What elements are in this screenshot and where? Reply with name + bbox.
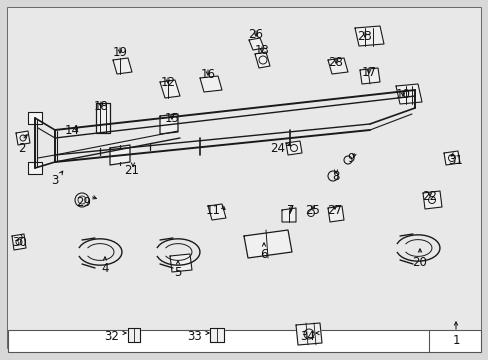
Text: 15: 15 [164, 112, 179, 125]
Text: 28: 28 [328, 55, 343, 68]
Polygon shape [359, 68, 379, 84]
Polygon shape [422, 191, 441, 209]
Polygon shape [16, 131, 30, 145]
Text: 2: 2 [18, 141, 26, 154]
Text: 10: 10 [395, 89, 409, 102]
Text: 12: 12 [160, 76, 175, 89]
Text: 18: 18 [93, 99, 108, 112]
Polygon shape [160, 80, 180, 98]
Text: 34: 34 [300, 330, 315, 343]
Text: 3: 3 [51, 175, 59, 188]
Text: 8: 8 [332, 170, 339, 183]
Text: 24: 24 [270, 141, 285, 154]
Polygon shape [327, 58, 347, 74]
Text: 6: 6 [260, 248, 267, 261]
Text: 32: 32 [104, 330, 119, 343]
Text: 16: 16 [200, 68, 215, 81]
Text: 29: 29 [76, 195, 91, 208]
Text: 33: 33 [187, 330, 202, 343]
Text: 26: 26 [248, 28, 263, 41]
Polygon shape [96, 103, 110, 133]
Polygon shape [200, 76, 222, 92]
Polygon shape [128, 328, 140, 342]
Text: 9: 9 [346, 152, 354, 165]
Text: 30: 30 [13, 237, 27, 249]
Text: 4: 4 [101, 261, 108, 274]
Polygon shape [285, 141, 302, 155]
Text: 23: 23 [357, 30, 372, 42]
Text: 31: 31 [447, 153, 463, 166]
Text: 20: 20 [412, 256, 427, 270]
Text: 19: 19 [112, 45, 127, 58]
Polygon shape [244, 230, 291, 258]
Polygon shape [110, 145, 130, 165]
Polygon shape [12, 234, 26, 250]
Text: 21: 21 [124, 163, 139, 176]
Polygon shape [395, 84, 421, 104]
Polygon shape [160, 114, 178, 134]
Text: 1: 1 [451, 333, 459, 346]
Text: 22: 22 [422, 190, 437, 203]
Polygon shape [28, 112, 42, 124]
Text: 27: 27 [327, 203, 342, 216]
Text: 11: 11 [205, 204, 220, 217]
Text: 13: 13 [254, 45, 269, 58]
Polygon shape [209, 328, 224, 342]
Text: 14: 14 [64, 125, 80, 138]
Text: 25: 25 [305, 203, 320, 216]
Text: 7: 7 [286, 203, 294, 216]
Text: 17: 17 [361, 66, 376, 78]
Polygon shape [282, 208, 295, 222]
Polygon shape [295, 323, 321, 345]
Polygon shape [327, 206, 343, 222]
Polygon shape [28, 162, 42, 174]
Text: 5: 5 [174, 266, 182, 279]
Polygon shape [254, 52, 269, 68]
Polygon shape [207, 204, 225, 220]
Polygon shape [354, 26, 383, 46]
Polygon shape [248, 38, 264, 50]
Polygon shape [113, 58, 132, 74]
Bar [8, 330, 480, 352]
Polygon shape [170, 254, 192, 272]
Polygon shape [443, 151, 459, 165]
